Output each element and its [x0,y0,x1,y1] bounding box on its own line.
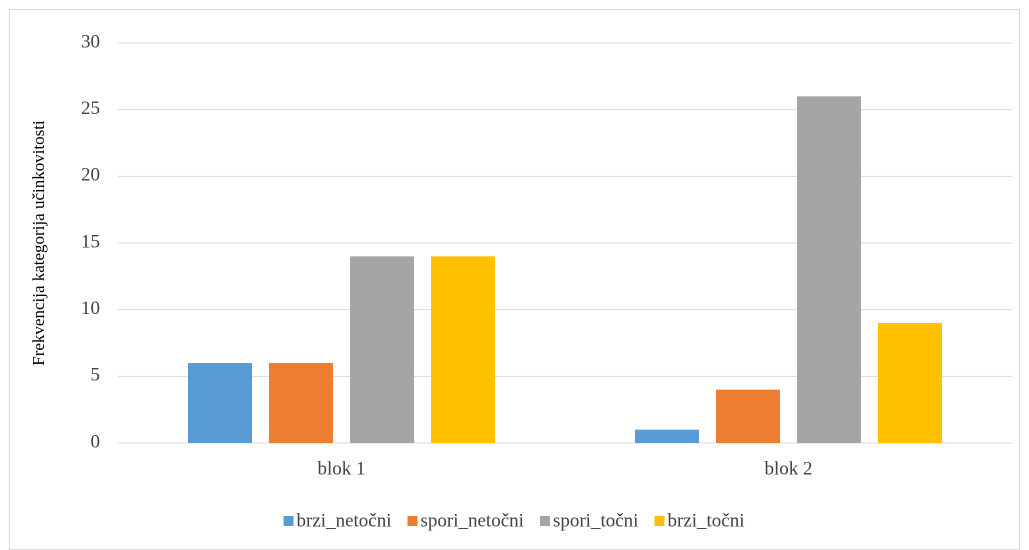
bar [635,429,699,443]
y-tick-label: 10 [81,298,100,319]
y-tick-label: 25 [81,98,100,119]
y-tick-label: 15 [81,231,100,252]
bar [269,363,333,443]
legend-swatch [407,516,418,526]
legend-swatch [539,516,550,526]
x-tick-label: blok 2 [764,458,812,479]
legend-swatch [654,516,665,526]
legend-swatch [283,516,294,526]
y-tick-label: 5 [91,365,101,386]
bar [797,96,861,443]
bar [350,256,414,443]
bar [716,389,780,443]
x-tick-label: blok 1 [317,458,365,479]
bar [878,323,942,443]
y-tick-label: 30 [81,31,100,52]
bar [431,256,495,443]
bar [188,363,252,443]
legend-label: spori_netočni [421,510,524,531]
legend-label: brzi_točni [667,510,744,531]
y-tick-label: 20 [81,165,100,186]
chart-border [9,9,1020,550]
legend-label: spori_točni [553,510,639,531]
legend-label: brzi_netočni [297,510,392,531]
y-axis-label: Frekvencija kategorija učinkovitosti [29,120,48,366]
y-tick-label: 0 [91,431,101,452]
